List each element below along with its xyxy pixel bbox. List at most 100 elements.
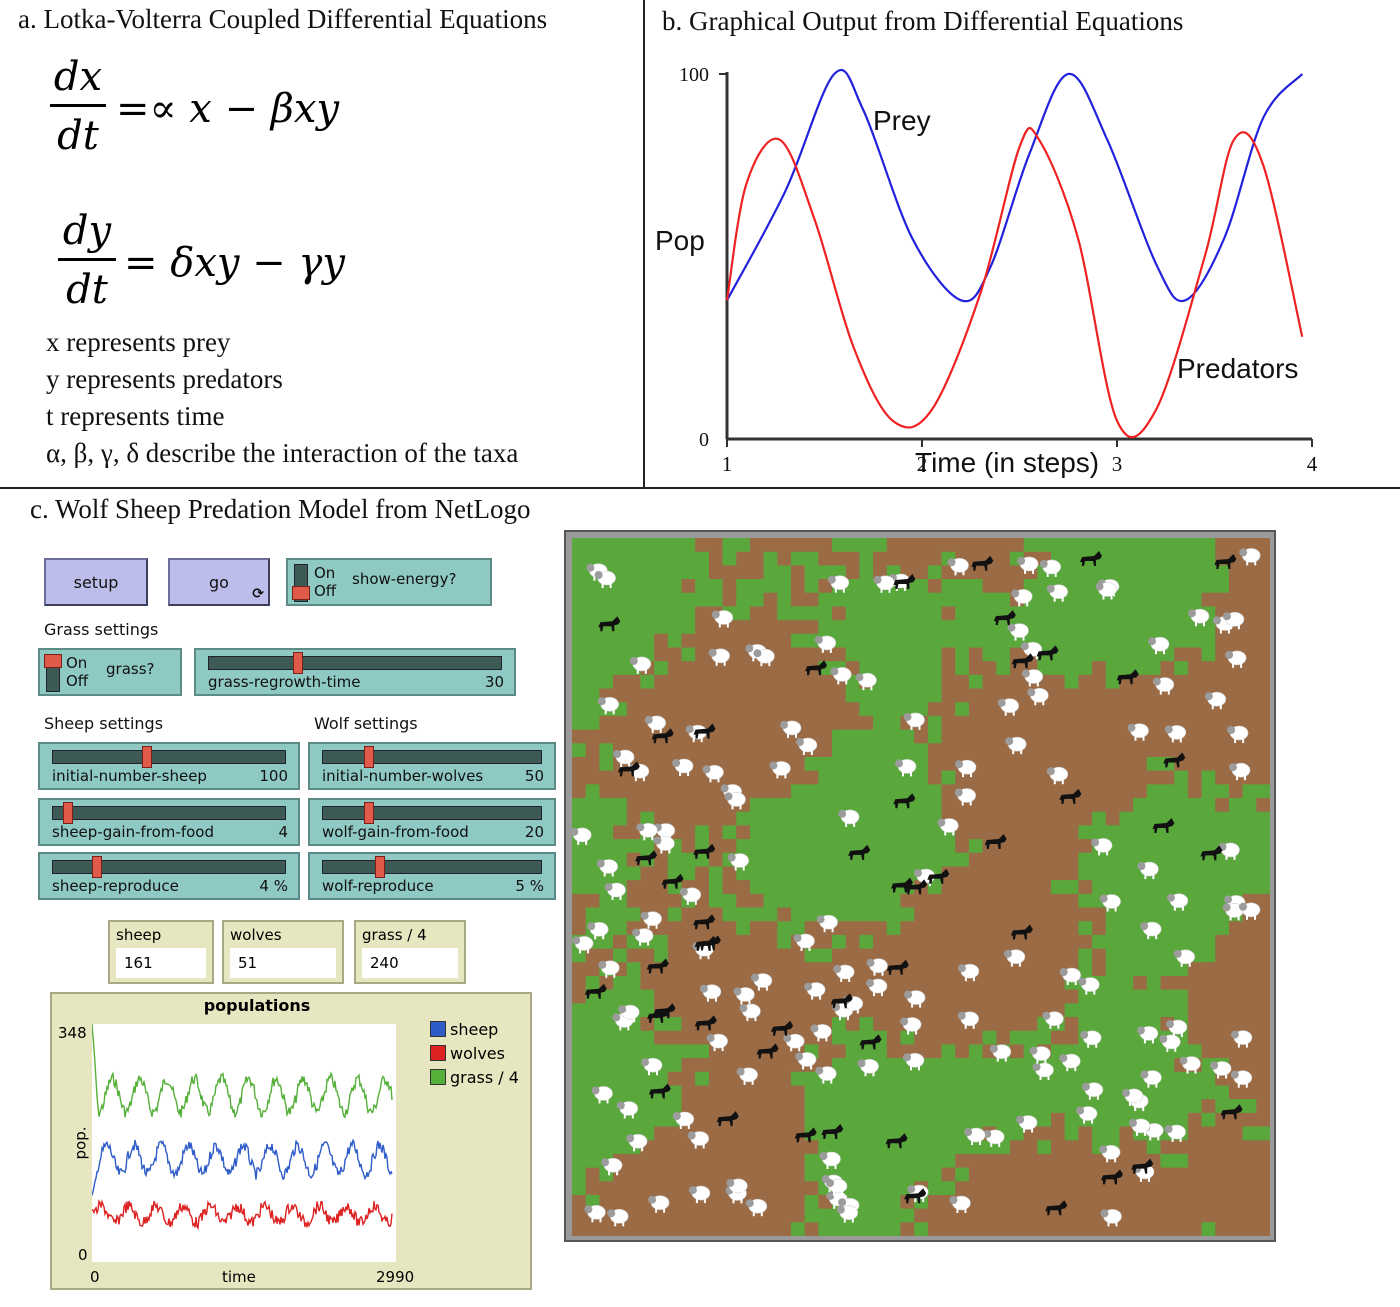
slider-knob[interactable] (374, 856, 385, 878)
sheep-agent (857, 1058, 879, 1077)
sheep-agent (1159, 1034, 1181, 1052)
variable-definitions: x represents prey y represents predators… (46, 324, 518, 472)
wolf-agent (651, 728, 674, 744)
sheep-gain-from-food-slider[interactable]: sheep-gain-from-food 4 (38, 798, 300, 846)
wolf-agent (1101, 1169, 1123, 1185)
wolf-agent (771, 1020, 794, 1036)
sheep-agent (989, 1044, 1012, 1062)
sheep-agent (873, 575, 895, 593)
slider-knob[interactable] (92, 856, 103, 878)
sheep-agent (750, 973, 773, 991)
plot-y-min: 0 (78, 1246, 88, 1264)
slider-knob[interactable] (364, 746, 374, 768)
grass-settings-label: Grass settings (44, 620, 159, 639)
wolf-agent (635, 850, 658, 866)
wolf-agent (1011, 653, 1034, 669)
wolf-agent (805, 660, 828, 676)
monitor-value: 51 (230, 948, 336, 978)
sheep-agent (1100, 1209, 1122, 1227)
wolf-agent (848, 844, 871, 860)
wolf-reproduce-slider[interactable]: wolf-reproduce 5 % (308, 852, 556, 900)
switch-off-label: Off (66, 672, 89, 690)
slider-track (322, 860, 542, 874)
sheep-agent (947, 557, 969, 576)
sheep-agent (629, 656, 652, 674)
sheep-agent (632, 928, 654, 946)
monitor-value: 240 (362, 948, 458, 978)
wolf-agent (646, 958, 669, 974)
sheep-agent (957, 963, 980, 982)
grass-monitor: grass / 4 240 (354, 920, 466, 984)
wolf-agent (1010, 924, 1033, 940)
sheep-agent (1032, 1062, 1054, 1080)
sheep-reproduce-slider[interactable]: sheep-reproduce 4 % (38, 852, 300, 900)
prey-line (726, 68, 1304, 303)
sheep-agent (1017, 556, 1039, 574)
sheep-agent (1222, 612, 1245, 630)
show-energy-switch[interactable]: On Off show-energy? (286, 558, 492, 606)
wolf-agent (971, 555, 994, 571)
sheep-agent (616, 1101, 639, 1119)
slider-label: wolf-gain-from-food (322, 823, 469, 841)
slider-value: 100 (259, 767, 288, 785)
sheep-agent (626, 1133, 648, 1152)
sheep-agent (1229, 762, 1251, 781)
equation-1-fraction: dx dt (50, 54, 106, 159)
monitor-label: sheep (116, 926, 162, 944)
sheep-agent (830, 667, 852, 685)
slider-value: 30 (484, 673, 504, 691)
sheep-agent (866, 958, 888, 976)
sheep-agent (1095, 582, 1117, 600)
wolf-agent (859, 1034, 882, 1050)
wolf-gain-from-food-slider[interactable]: wolf-gain-from-food 20 (308, 798, 556, 846)
sheep-agent (1164, 725, 1187, 743)
definition-line: y represents predators (46, 364, 283, 394)
sheep-agent (815, 1066, 837, 1084)
sheep-agent (814, 635, 837, 653)
initial-number-wolves-slider[interactable]: initial-number-wolves 50 (308, 742, 556, 790)
sheep-agent (795, 737, 818, 755)
wolf-agent (984, 834, 1007, 849)
sheep-agent (596, 859, 619, 877)
equation-2-rhs: = δxy − γy (124, 240, 345, 286)
wolf-agent (1131, 1158, 1154, 1174)
slider-knob[interactable] (63, 802, 74, 824)
wolf-agent (693, 723, 716, 739)
wolf-agent (1059, 788, 1082, 804)
wolf-settings-label: Wolf settings (314, 714, 418, 733)
slider-label: grass-regrowth-time (208, 673, 361, 691)
wolf-agent (927, 868, 950, 884)
plot-x-max: 2990 (376, 1268, 415, 1286)
slider-knob[interactable] (293, 652, 304, 674)
sheep-agent (1148, 636, 1170, 655)
sheep-agent (1029, 1046, 1051, 1064)
setup-button[interactable]: setup (44, 558, 148, 606)
wolf-agent (698, 935, 721, 951)
grass-regrowth-slider[interactable]: grass-regrowth-time 30 (194, 648, 516, 696)
sheep-agent (1165, 1019, 1188, 1038)
slider-knob[interactable] (364, 802, 374, 824)
sheep-agent (1239, 548, 1261, 566)
panel-divider-vertical (643, 0, 645, 488)
sheep-agent (783, 1033, 805, 1052)
grass-switch[interactable]: On Off grass? (38, 648, 182, 696)
world-view[interactable] (572, 538, 1270, 1236)
wolf-agent (794, 1127, 817, 1143)
initial-number-sheep-slider[interactable]: initial-number-sheep 100 (38, 742, 300, 790)
slider-knob[interactable] (141, 746, 152, 768)
wolf-agent (905, 879, 928, 895)
sheep-agent (997, 698, 1020, 716)
sheep-monitor: sheep 161 (108, 920, 214, 984)
forever-icon: ⟳ (252, 586, 264, 602)
wolf-agent (893, 793, 916, 809)
panel-b-title: b. Graphical Output from Differential Eq… (662, 6, 1184, 36)
sheep-agent (833, 964, 855, 982)
wolf-agent (1045, 1200, 1068, 1216)
sheep-agent (903, 712, 925, 730)
sheep-agent (816, 914, 838, 933)
go-button[interactable]: go ⟳ (168, 558, 270, 606)
y-tick-label: 100 (679, 64, 709, 86)
sheep-agent (1230, 1030, 1253, 1048)
plot-x-min: 0 (90, 1268, 100, 1286)
fraction-bar (58, 258, 116, 261)
